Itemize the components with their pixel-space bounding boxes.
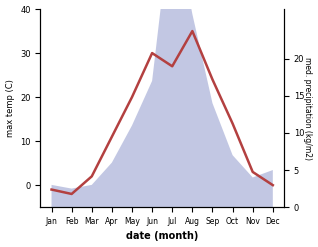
Y-axis label: max temp (C): max temp (C)	[5, 79, 15, 137]
Y-axis label: med. precipitation (kg/m2): med. precipitation (kg/m2)	[303, 57, 313, 160]
X-axis label: date (month): date (month)	[126, 231, 198, 242]
